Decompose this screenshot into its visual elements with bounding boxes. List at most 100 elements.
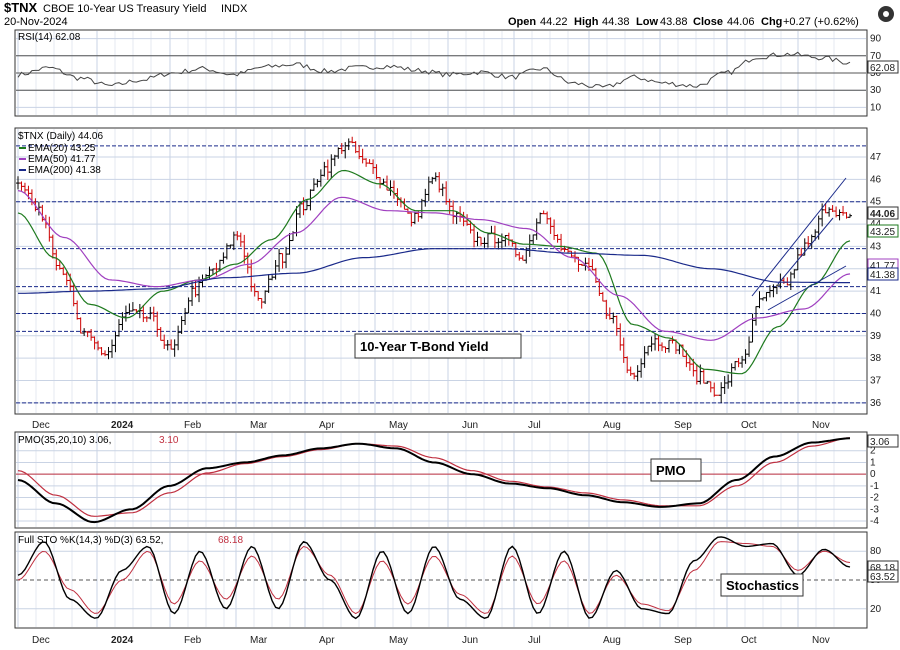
header-low-label: Low (636, 16, 658, 28)
header-open-label: Open (508, 16, 536, 28)
month-label: 2024 (111, 635, 134, 646)
pmo-panel (14, 431, 868, 529)
price-tick-label: 41 (870, 286, 882, 297)
month-label: Jul (528, 420, 541, 431)
month-axis-bottom: Dec 2024 Feb Mar Apr May Jun Jul Aug Sep Oct Nov (32, 635, 830, 646)
rsi-tick-label: 90 (870, 34, 882, 45)
month-label: Jul (528, 635, 541, 646)
month-label: Feb (184, 635, 202, 646)
sto-tick-label: 20 (870, 604, 882, 615)
ema50-line (17, 190, 851, 341)
price-panel (14, 127, 868, 415)
pmo-tick-label: -2 (870, 493, 879, 504)
price-tick-label: 39 (870, 331, 882, 342)
pmo-tick-label: -4 (870, 516, 879, 527)
month-label: May (389, 420, 408, 431)
sto-legend: Full STO %K(14,3) %D(3) 63.52, (18, 535, 163, 546)
price-bars (16, 136, 852, 403)
pmo-tick-label: -3 (870, 504, 879, 515)
month-label: Oct (741, 420, 757, 431)
svg-text:62.08: 62.08 (870, 63, 895, 74)
axis-ticks: 9070503010474645444342414039383736210-1-… (870, 34, 882, 615)
ema200-value-badge: 41.38 (867, 267, 899, 281)
header-chg: +0.27 (+0.62%) (783, 16, 859, 28)
pmo-signal-line (17, 437, 851, 517)
svg-text:41.38: 41.38 (870, 270, 895, 281)
ema200-legend: EMA(200) 41.38 (28, 165, 101, 176)
header-date: 20-Nov-2024 (4, 16, 68, 28)
ema50-legend: EMA(50) 41.77 (28, 154, 96, 165)
sto-k-value-badge: 63.52 (867, 569, 899, 583)
month-label: Nov (812, 420, 830, 431)
header-low: 43.88 (660, 16, 688, 28)
month-label: Nov (812, 635, 830, 646)
header-name: CBOE 10-Year US Treasury Yield (43, 3, 206, 15)
svg-text:10-Year T-Bond Yield: 10-Year T-Bond Yield (360, 339, 489, 354)
ema20-legend: EMA(20) 43.25 (28, 143, 96, 154)
month-label: Apr (319, 420, 335, 431)
month-label: Jun (462, 420, 478, 431)
header-close: 44.06 (727, 16, 755, 28)
price-bar (848, 213, 852, 218)
price-tick-label: 43 (870, 241, 882, 252)
svg-text:41.77: 41.77 (870, 261, 895, 272)
price-tick-label: 45 (870, 197, 882, 208)
month-label: Aug (603, 420, 621, 431)
svg-text:3.06: 3.06 (870, 437, 890, 448)
sto-tick-label: 80 (870, 546, 882, 557)
rsi-tick-label: 70 (870, 51, 882, 62)
month-axis-price: Dec 2024 Feb Mar Apr May Jun Jul Aug Sep Oct Nov (32, 420, 830, 431)
sto-legend-d: 68.18 (218, 535, 243, 546)
ema20-line (17, 169, 851, 375)
month-label: Mar (250, 635, 268, 646)
close-value-badge: 44.06 (867, 206, 899, 220)
price-tick-label: 36 (870, 398, 882, 409)
svg-text:68.18: 68.18 (870, 563, 895, 574)
pmo-value-badge: 3.06 (867, 434, 899, 448)
sto-k-line (17, 536, 851, 620)
pmo-legend-signal: 3.10 (159, 435, 179, 446)
pmo-tick-label: -1 (870, 481, 879, 492)
svg-text:44.06: 44.06 (870, 209, 895, 220)
rsi-tick-label: 10 (870, 102, 882, 113)
price-annotation-box: 10-Year T-Bond Yield (354, 333, 522, 359)
month-label: Feb (184, 420, 202, 431)
month-label: Apr (319, 635, 335, 646)
price-tick-label: 46 (870, 174, 882, 185)
header-chg-label: Chg (761, 16, 782, 28)
header-high: 44.38 (602, 16, 630, 28)
svg-text:43.25: 43.25 (870, 227, 895, 238)
trend-channel (751, 177, 847, 311)
svg-text:63.52: 63.52 (870, 572, 895, 583)
price-tick-label: 37 (870, 375, 882, 386)
svg-text:PMO: PMO (656, 463, 686, 478)
month-label: Mar (250, 420, 268, 431)
rsi-line (17, 51, 851, 88)
pmo-legend: PMO(35,20,10) 3.06, (18, 435, 111, 446)
month-label: Aug (603, 635, 621, 646)
month-label: Oct (741, 635, 757, 646)
month-label: Dec (32, 420, 50, 431)
month-label: 2024 (111, 420, 134, 431)
pmo-tick-label: 1 (870, 457, 876, 468)
sto-annotation-box: Stochastics (720, 573, 804, 597)
ema20-value-badge: 43.25 (867, 224, 899, 238)
header-high-label: High (574, 16, 599, 28)
price-tick-label: 38 (870, 353, 882, 364)
svg-text:Stochastics: Stochastics (726, 578, 799, 593)
pmo-line (17, 437, 851, 524)
month-label: Sep (674, 420, 692, 431)
header-symbol: $TNX (4, 0, 38, 15)
pmo-tick-label: 0 (870, 469, 876, 480)
rsi-value-badge: 62.08 (867, 60, 899, 74)
month-label: May (389, 635, 408, 646)
month-label: Dec (32, 635, 50, 646)
price-tick-label: 47 (870, 152, 882, 163)
settings-icon[interactable] (878, 6, 894, 22)
price-legend: $TNX (Daily) 44.06 (18, 131, 103, 142)
pmo-annotation-box: PMO (650, 458, 702, 482)
ema200-line (18, 248, 850, 294)
header-exchange: INDX (221, 3, 248, 15)
pmo-tick-label: 2 (870, 446, 876, 457)
